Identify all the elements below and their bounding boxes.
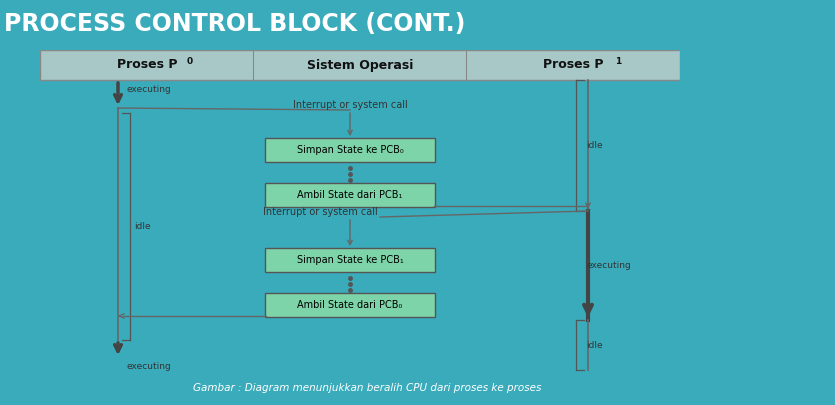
Text: 0: 0 bbox=[187, 57, 193, 66]
FancyBboxPatch shape bbox=[265, 248, 435, 272]
Text: Interrupt or system call: Interrupt or system call bbox=[292, 100, 407, 110]
Text: idle: idle bbox=[134, 222, 150, 231]
Text: idle: idle bbox=[586, 341, 603, 350]
FancyBboxPatch shape bbox=[265, 183, 435, 207]
FancyBboxPatch shape bbox=[265, 138, 435, 162]
Text: Proses P: Proses P bbox=[543, 58, 603, 72]
Text: executing: executing bbox=[126, 362, 170, 371]
Text: Simpan State ke PCB₀: Simpan State ke PCB₀ bbox=[296, 145, 403, 155]
Text: executing: executing bbox=[586, 261, 630, 270]
FancyBboxPatch shape bbox=[265, 293, 435, 317]
Text: Proses P: Proses P bbox=[117, 58, 177, 72]
Text: Interrupt or system call: Interrupt or system call bbox=[263, 207, 377, 217]
Bar bbox=[40, 50, 680, 80]
Text: executing: executing bbox=[126, 85, 170, 94]
Text: 1: 1 bbox=[615, 57, 621, 66]
Text: Simpan State ke PCB₁: Simpan State ke PCB₁ bbox=[296, 255, 403, 265]
Text: Sistem Operasi: Sistem Operasi bbox=[306, 58, 413, 72]
Text: Ambil State dari PCB₁: Ambil State dari PCB₁ bbox=[297, 190, 402, 200]
Text: Gambar : Diagram menunjukkan beralih CPU dari proses ke proses: Gambar : Diagram menunjukkan beralih CPU… bbox=[193, 383, 542, 393]
Text: PROCESS CONTROL BLOCK (CONT.): PROCESS CONTROL BLOCK (CONT.) bbox=[4, 12, 466, 36]
Text: Ambil State dari PCB₀: Ambil State dari PCB₀ bbox=[297, 300, 402, 310]
Text: idle: idle bbox=[586, 141, 603, 150]
